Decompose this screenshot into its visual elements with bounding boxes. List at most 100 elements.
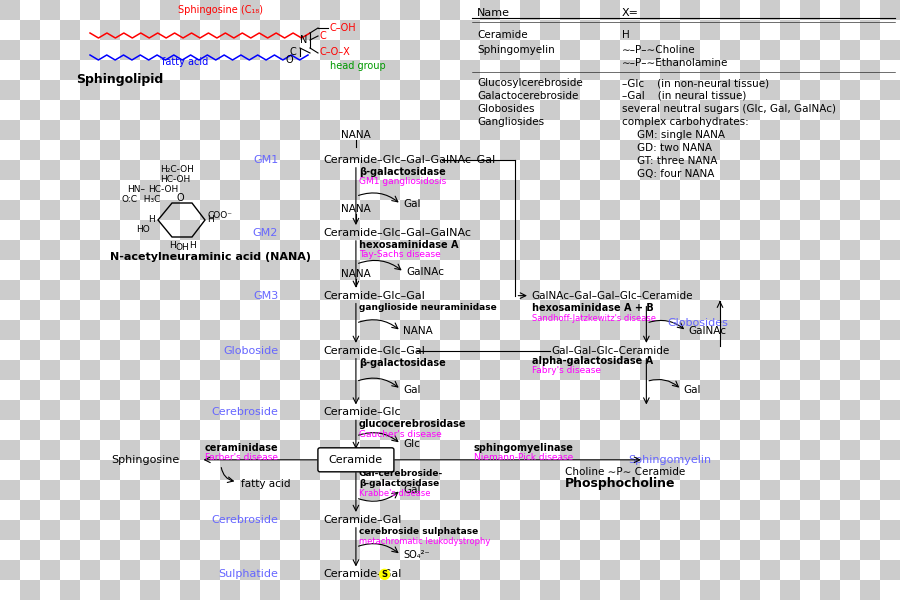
Bar <box>600 40 620 60</box>
Bar <box>500 200 520 220</box>
Bar <box>700 80 720 100</box>
Bar <box>260 400 280 420</box>
Bar <box>840 240 860 260</box>
Bar <box>720 20 740 40</box>
Bar <box>480 160 500 180</box>
Bar <box>600 580 620 600</box>
Bar <box>60 560 80 580</box>
Bar <box>680 420 700 440</box>
Bar <box>400 280 420 300</box>
Bar <box>340 280 360 300</box>
Bar <box>720 320 740 340</box>
Bar <box>440 200 460 220</box>
Bar <box>400 420 420 440</box>
Bar <box>480 60 500 80</box>
Bar <box>760 460 780 480</box>
Bar <box>640 540 660 560</box>
Bar <box>200 520 220 540</box>
Bar <box>420 380 440 400</box>
Bar <box>620 40 640 60</box>
Bar <box>740 320 760 340</box>
Bar <box>360 180 380 200</box>
Bar <box>860 120 880 140</box>
Bar <box>60 540 80 560</box>
Text: Glc: Glc <box>403 439 419 449</box>
Bar <box>260 380 280 400</box>
Bar <box>380 520 400 540</box>
Bar <box>200 500 220 520</box>
Bar <box>280 240 300 260</box>
Bar <box>440 260 460 280</box>
Bar <box>620 560 640 580</box>
Bar <box>160 380 180 400</box>
Bar <box>80 300 100 320</box>
Bar <box>300 500 320 520</box>
Bar <box>80 180 100 200</box>
Bar <box>880 520 900 540</box>
Bar <box>300 280 320 300</box>
Bar <box>400 380 420 400</box>
Bar <box>880 180 900 200</box>
Bar <box>540 360 560 380</box>
Bar <box>660 440 680 460</box>
Bar <box>100 200 120 220</box>
Bar <box>740 540 760 560</box>
Bar <box>700 60 720 80</box>
Bar <box>100 380 120 400</box>
Bar <box>0 180 20 200</box>
Text: Sphingomyelin: Sphingomyelin <box>477 45 554 55</box>
Bar <box>880 100 900 120</box>
Text: –Glc    (in non-neural tissue): –Glc (in non-neural tissue) <box>622 78 770 88</box>
Bar <box>740 140 760 160</box>
Bar <box>160 440 180 460</box>
Bar <box>180 300 200 320</box>
Bar <box>600 400 620 420</box>
Text: GalNAc: GalNAc <box>406 267 444 277</box>
Bar <box>660 100 680 120</box>
Bar <box>660 60 680 80</box>
Bar <box>440 500 460 520</box>
Bar <box>140 220 160 240</box>
Text: H: H <box>168 241 176 250</box>
Bar <box>440 240 460 260</box>
Bar <box>540 580 560 600</box>
Bar <box>280 140 300 160</box>
Text: Gal: Gal <box>683 385 701 395</box>
Bar <box>40 420 60 440</box>
Bar <box>80 140 100 160</box>
Bar <box>380 460 400 480</box>
Bar <box>160 160 180 180</box>
Bar <box>580 540 600 560</box>
Bar <box>820 80 840 100</box>
Bar <box>780 540 800 560</box>
Bar <box>720 500 740 520</box>
Bar <box>300 300 320 320</box>
Bar <box>540 160 560 180</box>
Bar <box>340 160 360 180</box>
Bar <box>520 240 540 260</box>
Bar <box>720 480 740 500</box>
Bar <box>140 500 160 520</box>
Bar <box>20 200 40 220</box>
Bar <box>260 60 280 80</box>
Bar <box>360 260 380 280</box>
Bar <box>20 20 40 40</box>
Bar <box>800 360 820 380</box>
Bar <box>660 580 680 600</box>
Bar <box>240 420 260 440</box>
Bar <box>240 180 260 200</box>
Bar <box>0 580 20 600</box>
Bar <box>180 380 200 400</box>
Text: GM3: GM3 <box>253 290 278 301</box>
Bar <box>500 80 520 100</box>
Bar <box>500 300 520 320</box>
Bar <box>0 540 20 560</box>
Bar <box>600 440 620 460</box>
Bar <box>180 260 200 280</box>
Bar <box>440 540 460 560</box>
Bar <box>120 340 140 360</box>
Bar <box>780 220 800 240</box>
Bar <box>360 540 380 560</box>
Text: H₂C-OH: H₂C-OH <box>160 166 194 175</box>
Bar <box>560 260 580 280</box>
